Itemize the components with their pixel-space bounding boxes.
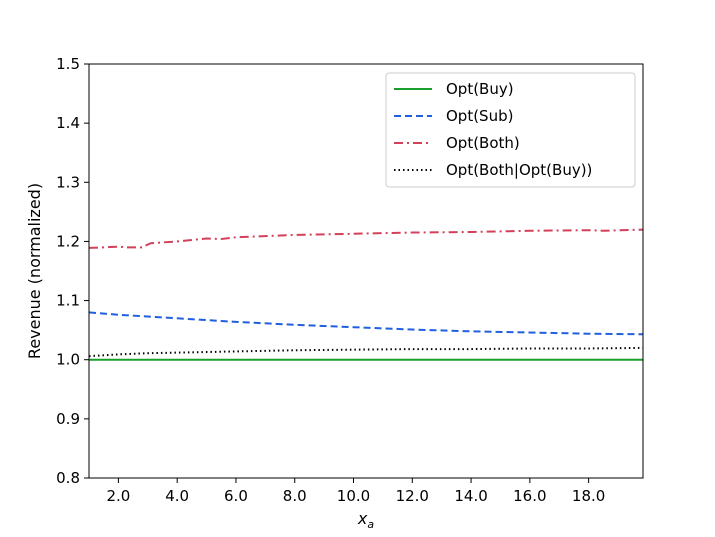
x-tick-label: 10.0 <box>337 487 370 505</box>
x-tick-label: 8.0 <box>283 487 307 505</box>
legend-box <box>385 72 636 188</box>
x-tick-label: 6.0 <box>224 487 248 505</box>
x-tick-label: 12.0 <box>396 487 429 505</box>
x-axis-label-subscript: a <box>367 518 374 531</box>
y-axis-label: Revenue (normalized) <box>25 183 44 359</box>
plot-lines <box>88 228 644 361</box>
y-tick-label: 1.3 <box>56 173 80 191</box>
legend-label-3: Opt(Both) <box>446 134 520 152</box>
series-line-4 <box>88 346 644 358</box>
y-tick-label: 1.2 <box>56 232 80 250</box>
y-tick-label: 0.8 <box>56 469 80 487</box>
x-tick-label: 2.0 <box>106 487 130 505</box>
legend: Opt(Buy) Opt(Sub) Opt(Both) Opt(Both|Opt(Bu… <box>385 72 636 188</box>
series-line-2 <box>88 311 644 336</box>
x-tick-label: 4.0 <box>165 487 189 505</box>
series-line-3 <box>88 228 644 249</box>
y-tick-label: 1.0 <box>56 351 80 369</box>
legend-label-2: Opt(Sub) <box>446 107 513 125</box>
y-tick-label: 0.9 <box>56 410 80 428</box>
y-axis-ticks: 0.8 0.9 1.0 1.1 1.2 1.3 1.4 1.5 <box>56 55 89 487</box>
plot-frame <box>88 63 644 479</box>
x-tick-label: 16.0 <box>513 487 546 505</box>
x-axis-ticks: 2.0 4.0 6.0 8.0 10.0 12.0 14.0 16.0 18.0 <box>106 478 605 505</box>
legend-label-1: Opt(Buy) <box>446 80 514 98</box>
x-axis-label: xa <box>357 509 374 531</box>
x-tick-label: 18.0 <box>572 487 605 505</box>
y-tick-label: 1.1 <box>56 292 80 310</box>
x-axis-label-main: x <box>357 509 368 528</box>
x-tick-label: 14.0 <box>454 487 487 505</box>
legend-label-4: Opt(Both|Opt(Buy)) <box>446 161 592 179</box>
y-tick-label: 1.5 <box>56 55 80 73</box>
y-tick-label: 1.4 <box>56 114 80 132</box>
